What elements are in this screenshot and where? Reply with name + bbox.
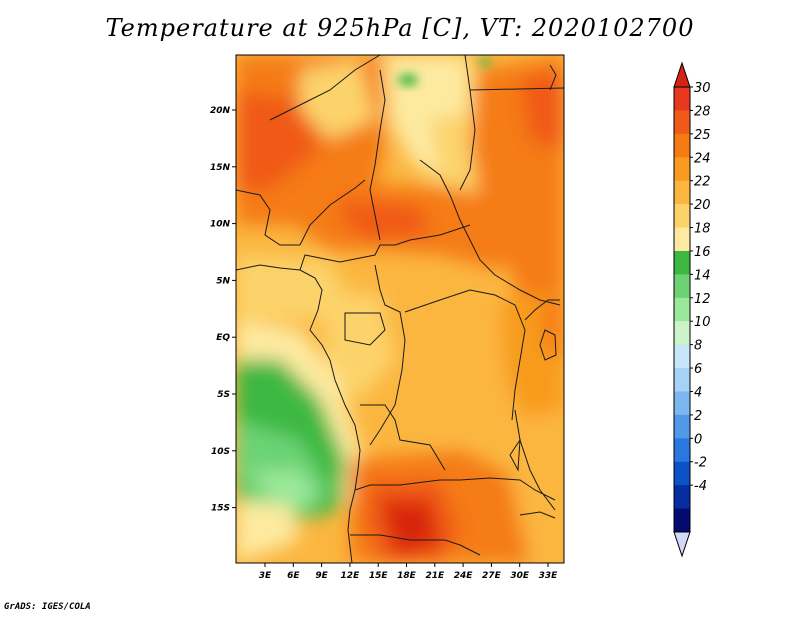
- colorbar-swatch: [674, 110, 690, 135]
- colorbar-swatch: [674, 180, 690, 205]
- lat-tick-label: 5S: [217, 390, 230, 400]
- colorbar-label: 14: [694, 268, 711, 283]
- grads-credit: GrADS: IGES/COLA: [4, 602, 91, 612]
- colorbar-label: 25: [694, 128, 711, 143]
- colorbar-label: 12: [694, 292, 711, 307]
- colorbar-label: 6: [694, 362, 702, 377]
- colorbar-label: 28: [694, 104, 711, 119]
- lat-tick-label: 10N: [210, 220, 231, 230]
- lon-tick-label: 9E: [315, 571, 328, 581]
- lon-tick-label: 24E: [454, 571, 474, 581]
- map-title: Temperature at 925hPa [C], VT: 202010270…: [105, 14, 695, 42]
- lon-tick-label: 33E: [539, 571, 559, 581]
- colorbar-label: 22: [694, 175, 711, 190]
- colorbar-swatch: [674, 250, 690, 275]
- lon-tick-label: 21E: [425, 571, 445, 581]
- country-borders: [236, 55, 564, 563]
- colorbar-swatch: [674, 461, 690, 486]
- colorbar-label: -4: [694, 479, 707, 494]
- colorbar-label: 24: [694, 151, 711, 166]
- colorbar-swatch: [674, 133, 690, 158]
- lat-tick-label: 20N: [210, 106, 231, 116]
- colorbar-bottom-arrow: [673, 531, 691, 558]
- longitude-axis: 3E 6E 9E 12E 15E 18E 21E 24E 27E 30E 33E: [259, 563, 558, 581]
- colorbar-swatch: [674, 391, 690, 416]
- colorbar-swatch: [674, 368, 690, 392]
- lon-tick-label: 6E: [287, 571, 300, 581]
- lat-tick-label: EQ: [216, 333, 230, 343]
- lon-tick-label: 27E: [482, 571, 502, 581]
- lon-tick-label: 12E: [341, 571, 361, 581]
- colorbar-label: 10: [694, 315, 711, 330]
- temperature-field: [236, 55, 564, 563]
- lon-tick-label: 15E: [369, 571, 389, 581]
- colorbar-label: -2: [694, 456, 707, 471]
- colorbar-swatch: [674, 414, 690, 439]
- colorbar-swatch: [674, 297, 690, 322]
- colorbar-label: 18: [694, 222, 711, 237]
- colorbar-swatch: [674, 508, 690, 533]
- colorbar-label: 20: [694, 198, 711, 213]
- colorbar-label: 16: [694, 245, 711, 260]
- latitude-axis: 20N 15N 10N 5N EQ 5S 10S 15S: [210, 106, 236, 514]
- lon-tick-label: 30E: [510, 571, 530, 581]
- lat-tick-label: 15S: [211, 504, 230, 514]
- colorbar-swatch: [674, 87, 690, 111]
- colorbar-swatch: [674, 485, 690, 510]
- colorbar-swatch: [674, 344, 690, 369]
- lat-tick-label: 10S: [211, 447, 230, 457]
- colorbar-swatch: [674, 274, 690, 299]
- colorbar-label: 2: [694, 409, 702, 424]
- colorbar-label: 0: [694, 432, 702, 447]
- lon-tick-label: 3E: [259, 571, 272, 581]
- lon-tick-label: 18E: [397, 571, 417, 581]
- colorbar-label: 4: [694, 385, 702, 400]
- colorbar-swatch: [674, 438, 690, 463]
- colorbar-swatch: [674, 227, 690, 252]
- colorbar-label: 30: [694, 81, 711, 96]
- colorbar-swatch: [674, 321, 690, 346]
- map-frame: [235, 54, 565, 564]
- lat-tick-label: 5N: [216, 276, 230, 286]
- lat-tick-label: 15N: [210, 163, 231, 173]
- colorbar-top-arrow: [673, 61, 691, 88]
- colorbar-swatch: [674, 157, 690, 182]
- colorbar-label: 8: [694, 339, 702, 354]
- colorbar-swatch: [674, 204, 690, 229]
